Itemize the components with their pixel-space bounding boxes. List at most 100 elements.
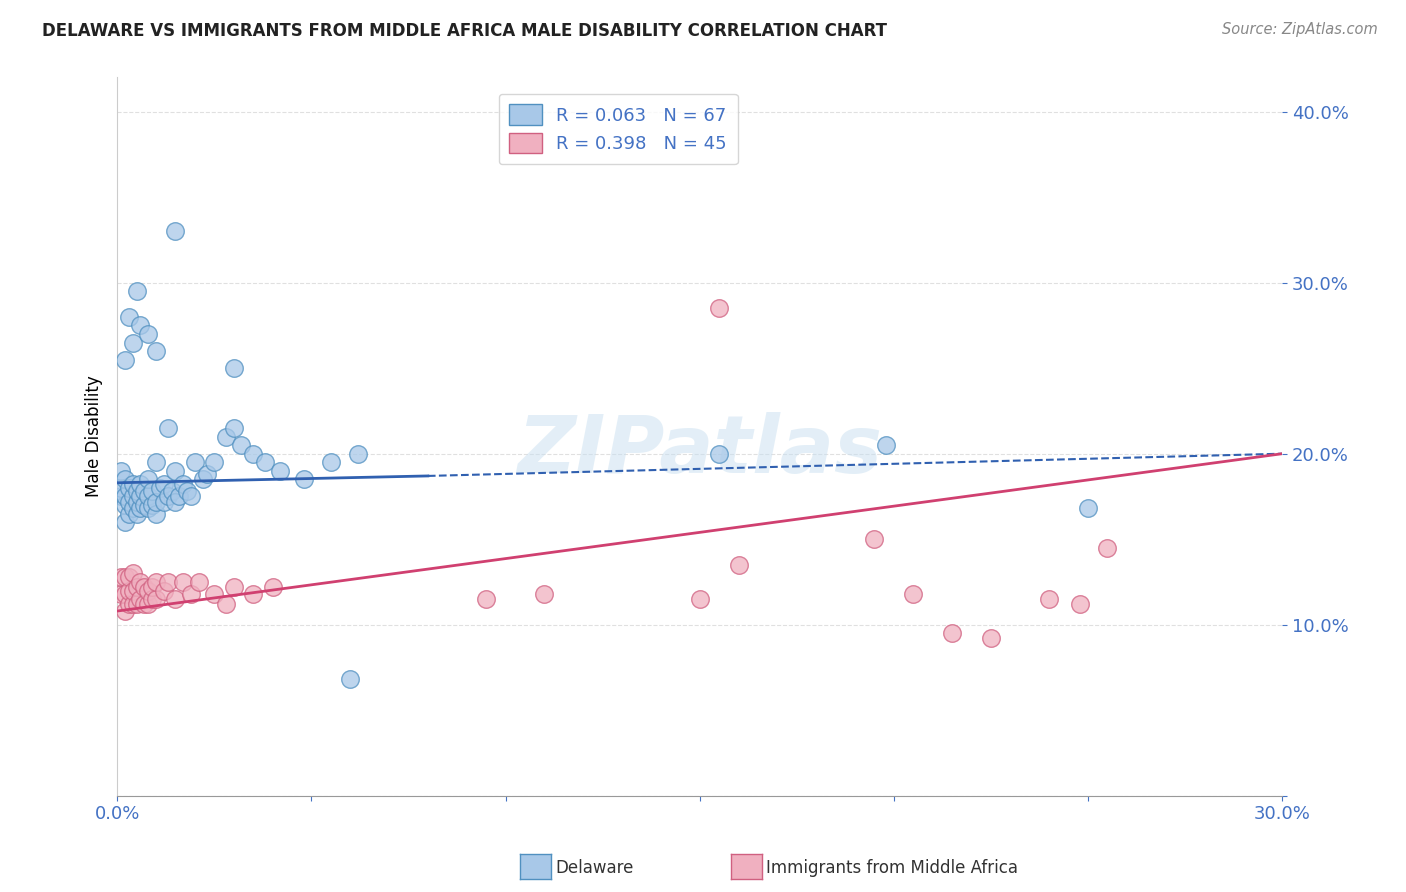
Point [222,361,245,376]
Point [165,224,187,238]
Point [114,352,136,367]
Point [152,583,174,598]
Point [121,597,143,611]
Point [110,587,132,601]
Point [156,421,179,435]
Point [134,484,156,499]
Point [136,597,159,611]
Point [136,583,159,598]
Point [114,490,136,504]
Point [125,580,148,594]
Point [129,574,152,589]
Point [129,592,152,607]
Point [941,626,963,640]
Text: Source: ZipAtlas.com: Source: ZipAtlas.com [1222,22,1378,37]
Point [134,597,156,611]
Point [125,284,148,298]
Point [134,498,156,512]
Point [347,447,370,461]
Point [114,515,136,529]
Point [195,467,218,482]
Point [121,566,143,581]
Point [118,507,141,521]
Point [339,673,361,687]
Y-axis label: Male Disability: Male Disability [86,376,103,498]
Point [114,604,136,618]
Point [176,484,198,499]
Point [136,472,159,486]
Point [222,421,245,435]
Point [134,580,156,594]
Point [172,477,194,491]
Point [141,580,163,594]
Point [1077,501,1099,516]
Point [184,455,207,469]
Point [118,597,141,611]
Point [118,570,141,584]
Point [689,592,711,607]
Point [125,597,148,611]
Point [707,301,730,316]
Point [980,632,1002,646]
Point [165,464,187,478]
Text: Delaware: Delaware [555,859,634,877]
Point [875,438,897,452]
Point [121,583,143,598]
Point [707,447,730,461]
Point [156,490,179,504]
Point [110,481,132,495]
Point [121,335,143,350]
Point [215,597,238,611]
Point [160,484,183,499]
Point [121,501,143,516]
Point [152,494,174,508]
Point [242,447,264,461]
Point [114,498,136,512]
Point [1038,592,1060,607]
Point [141,592,163,607]
Point [125,507,148,521]
Point [533,587,555,601]
Text: ZIPatlas: ZIPatlas [517,412,882,490]
Point [129,318,152,333]
Point [125,494,148,508]
Point [202,587,225,601]
Point [118,310,141,324]
Point [269,464,291,478]
Point [156,574,179,589]
Point [114,587,136,601]
Point [152,477,174,491]
Point [114,570,136,584]
Point [110,464,132,478]
Point [110,490,132,504]
Point [169,490,191,504]
Point [118,481,141,495]
Point [129,490,152,504]
Point [165,494,187,508]
Point [180,587,202,601]
Point [145,592,167,607]
Point [118,494,141,508]
Point [145,344,167,359]
Point [903,587,925,601]
Point [118,583,141,598]
Point [145,455,167,469]
Legend: R = 0.063   N = 67, R = 0.398   N = 45: R = 0.063 N = 67, R = 0.398 N = 45 [499,94,738,164]
Point [262,580,284,594]
Point [1069,597,1091,611]
Point [121,477,143,491]
Point [136,326,159,341]
Point [136,501,159,516]
Point [125,484,148,499]
Point [215,429,238,443]
Point [172,574,194,589]
Point [141,484,163,499]
Point [863,533,886,547]
Point [136,490,159,504]
Point [165,592,187,607]
Text: Immigrants from Middle Africa: Immigrants from Middle Africa [766,859,1018,877]
Point [727,558,749,572]
Point [475,592,498,607]
Point [145,574,167,589]
Point [145,507,167,521]
